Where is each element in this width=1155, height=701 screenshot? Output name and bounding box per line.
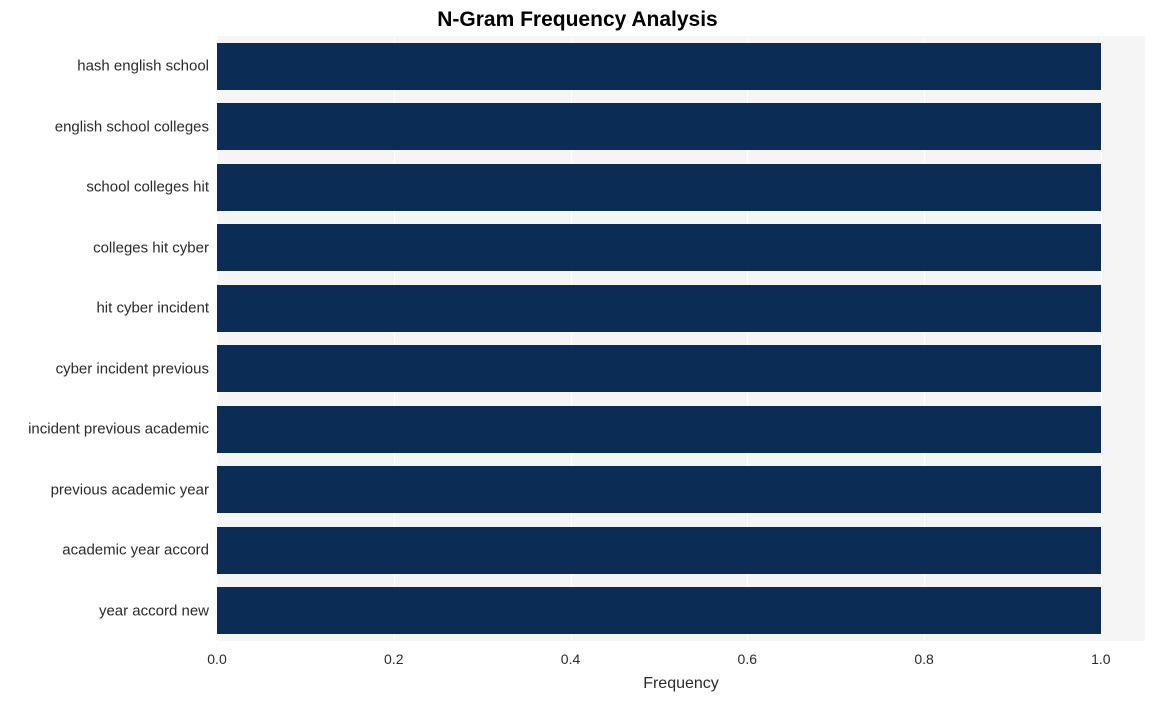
y-tick-label: year accord new	[99, 602, 217, 619]
bar	[217, 345, 1101, 392]
bar	[217, 466, 1101, 513]
bar	[217, 285, 1101, 332]
bar	[217, 527, 1101, 574]
y-tick-label: colleges hit cyber	[93, 239, 217, 256]
x-tick-label: 0.8	[914, 641, 933, 667]
bar	[217, 164, 1101, 211]
plot-area: 0.00.20.40.60.81.0Frequencyhash english …	[217, 36, 1145, 641]
y-tick-label: hash english school	[77, 58, 217, 75]
y-tick-label: academic year accord	[62, 542, 217, 559]
y-tick-label: english school colleges	[55, 118, 217, 135]
chart-title: N-Gram Frequency Analysis	[0, 8, 1155, 32]
bar	[217, 43, 1101, 90]
y-tick-label: previous academic year	[51, 481, 217, 498]
gridline	[1101, 36, 1102, 641]
x-tick-label: 0.2	[384, 641, 403, 667]
x-tick-label: 1.0	[1091, 641, 1110, 667]
x-tick-label: 0.0	[207, 641, 226, 667]
x-tick-label: 0.6	[738, 641, 757, 667]
chart-figure: N-Gram Frequency Analysis 0.00.20.40.60.…	[0, 0, 1155, 701]
y-tick-label: hit cyber incident	[96, 300, 217, 317]
bar	[217, 224, 1101, 271]
y-tick-label: cyber incident previous	[56, 360, 217, 377]
x-tick-label: 0.4	[561, 641, 580, 667]
bar	[217, 103, 1101, 150]
bar	[217, 406, 1101, 453]
bar	[217, 587, 1101, 634]
x-axis-label: Frequency	[643, 641, 719, 693]
y-tick-label: school colleges hit	[86, 179, 217, 196]
y-tick-label: incident previous academic	[28, 421, 217, 438]
